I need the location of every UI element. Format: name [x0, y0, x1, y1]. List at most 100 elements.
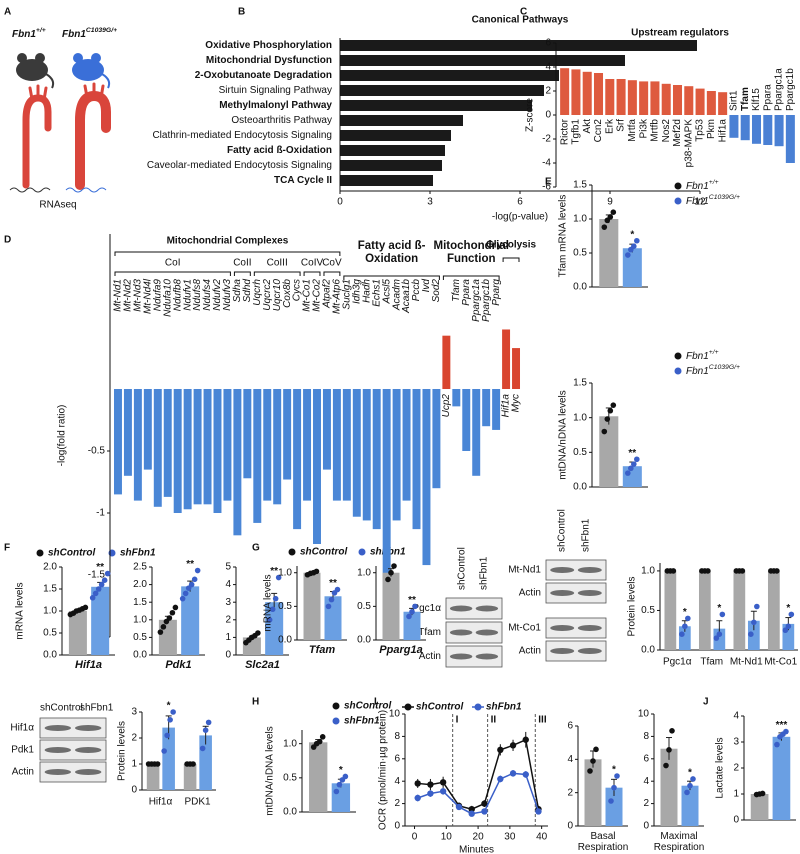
data-point [188, 581, 195, 588]
genotype-label-sup: C1039G/+ [86, 27, 117, 34]
category-label: TCA Cycle II [274, 175, 332, 186]
bar [695, 88, 705, 115]
category-label: Pdk1 [165, 660, 191, 671]
group-bracket [233, 271, 251, 276]
blot-band [449, 629, 473, 636]
bar [263, 389, 272, 501]
bar [91, 586, 110, 655]
y-tick-label: 2 [131, 733, 137, 744]
data-point [631, 243, 637, 249]
y-tick-label: 0.0 [283, 807, 297, 818]
blot-band [550, 625, 575, 631]
data-point [191, 576, 198, 583]
category-label-text: Tfam [308, 645, 336, 656]
event-label: II [491, 715, 497, 726]
group-label: CoIV [301, 258, 324, 269]
data-point [614, 773, 620, 779]
panel-label: H [252, 697, 259, 708]
blot-band [577, 648, 602, 654]
significance: * [630, 229, 634, 240]
bar [650, 81, 660, 115]
y-tick-label: 2 [545, 86, 551, 97]
data-point [625, 470, 631, 476]
bar [265, 602, 284, 655]
x-tick-label: 3 [427, 197, 433, 208]
y-axis-label: OCR (pmol/min·µg protein) [378, 710, 389, 830]
data-point [601, 224, 608, 230]
chart-title: Canonical Pathways [472, 15, 569, 26]
significance: * [717, 603, 721, 614]
bar [324, 596, 342, 640]
legend-label: shFbn1 [486, 702, 522, 713]
bar [678, 626, 691, 650]
bar [751, 115, 762, 144]
bar [392, 389, 401, 521]
data-point [95, 586, 102, 592]
data-point [202, 727, 209, 733]
data-point [679, 631, 685, 637]
blot-column-label: shFbn1 [80, 703, 114, 714]
chart-title: Upstream regulators [631, 28, 729, 39]
x-tick-label: 0 [337, 197, 343, 208]
category-label: Acsl5 [381, 279, 392, 305]
bar [740, 115, 750, 141]
category-label: Basal Respiration [577, 831, 629, 853]
blot-strip [545, 582, 607, 604]
x-axis-label: Minutes [459, 845, 494, 854]
category-label: Klf15 [751, 88, 762, 111]
data-point [313, 568, 320, 575]
data-point [391, 563, 397, 569]
category-label: Mrtfb [650, 119, 661, 142]
y-tick-label: 1 [225, 632, 231, 643]
category-label: Mrtfa [627, 119, 638, 142]
y-tick-label: 6 [394, 753, 400, 764]
category-label: Ndufb8 [172, 279, 183, 312]
category-label: Mef2d [672, 119, 683, 147]
data-point [607, 214, 614, 220]
group-bracket [114, 271, 231, 276]
data-point [166, 615, 173, 621]
y-tick-label: 1 [733, 789, 739, 800]
group-bracket [323, 271, 341, 276]
bar [403, 611, 421, 640]
y-tick-label: 1.0 [283, 738, 297, 749]
bar [681, 785, 699, 826]
significance: ** [628, 448, 636, 459]
bar [452, 389, 461, 407]
y-tick-label: 0 [567, 821, 573, 832]
category-label-text: Basal Respiration [577, 831, 629, 853]
bar [340, 100, 532, 111]
rna-wave-mutant [65, 187, 107, 193]
y-tick-label: -6 [542, 182, 551, 193]
data-point [607, 407, 614, 414]
blot-band [475, 653, 499, 660]
y-tick-label: 2 [394, 798, 400, 809]
category-label: Mt-Co1 [302, 279, 313, 312]
legend-label: shControl [48, 548, 95, 559]
data-point [266, 617, 273, 623]
data-point [160, 624, 167, 630]
legend-label: Fbn1+/+ [686, 349, 719, 361]
data-point [782, 627, 789, 634]
y-axis-label: Tfam mRNA levels [558, 195, 569, 278]
blot-band [577, 567, 602, 573]
category-label: Sdhd [242, 279, 253, 303]
y-tick-label: 1.5 [573, 378, 587, 389]
data-point [748, 631, 754, 637]
legend-label-base: Fbn1 [686, 196, 709, 207]
y-tick-label: 4 [225, 579, 231, 590]
data-point [333, 788, 340, 795]
category-label: Slc2a1 [245, 660, 280, 671]
category-label: p38-MAPK [683, 119, 694, 168]
data-point [190, 761, 196, 767]
blot-column-label: shFbn1 [479, 556, 490, 590]
bar [273, 389, 282, 505]
x-tick-label: 9 [607, 197, 613, 208]
data-point [169, 609, 176, 616]
bar [605, 787, 623, 826]
panel-label: F [4, 543, 10, 554]
data-point [625, 252, 631, 258]
category-label: Ppargc1b [481, 279, 492, 322]
y-tick-label: 1.5 [573, 180, 587, 191]
bar [331, 783, 351, 812]
